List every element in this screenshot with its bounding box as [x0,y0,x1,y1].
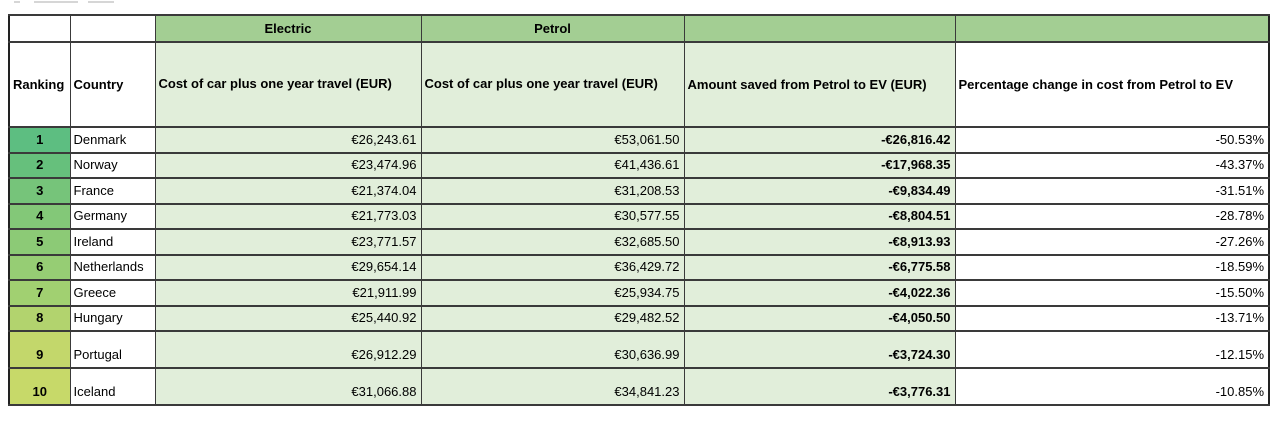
cell-petrol-cost[interactable]: €32,685.50 [420,228,685,256]
cell-electric-cost[interactable]: €26,912.29 [154,330,422,369]
cell-country[interactable]: Netherlands [69,253,156,281]
cell-petrol-cost[interactable]: €25,934.75 [420,279,685,307]
cell-ranking[interactable]: 7 [8,279,71,307]
cell-petrol-cost[interactable]: €34,841.23 [420,367,685,406]
cell-blank-country[interactable] [69,14,156,43]
ev-vs-petrol-cost-table: Electric Petrol Ranking Country Cost of … [8,14,1270,406]
table-row: 2 Norway €23,474.96 €41,436.61 -€17,968.35 -4… [8,151,1270,179]
cell-electric-cost[interactable]: €29,654.14 [154,253,422,281]
cell-country[interactable]: France [69,177,156,205]
cell-ranking[interactable]: 6 [8,253,71,281]
clipped-text-artifact [0,0,200,5]
table-row: 5 Ireland €23,771.57 €32,685.50 -€8,913.93 -2… [8,228,1270,256]
cell-blank-ranking[interactable] [8,14,71,43]
cell-electric-cost[interactable]: €23,474.96 [154,151,422,179]
cell-amount-saved[interactable]: -€3,776.31 [683,367,956,406]
cell-electric-cost[interactable]: €21,773.03 [154,202,422,230]
cell-country[interactable]: Iceland [69,367,156,406]
cell-electric-cost[interactable]: €31,066.88 [154,367,422,406]
cell-electric-cost[interactable]: €23,771.57 [154,228,422,256]
cell-country[interactable]: Denmark [69,126,156,154]
cell-country[interactable]: Germany [69,202,156,230]
table-row: 4 Germany €21,773.03 €30,577.55 -€8,804.51 -2… [8,202,1270,230]
cell-amount-saved[interactable]: -€17,968.35 [683,151,956,179]
cell-pct-change[interactable]: -31.51% [954,177,1270,205]
table-row: 9 Portugal €26,912.29 €30,636.99 -€3,724.30-… [8,330,1270,369]
table-row: 8 Hungary €25,440.92 €29,482.52 -€4,050.50 -1… [8,304,1270,332]
cell-amount-saved[interactable]: -€26,816.42 [683,126,956,154]
cell-petrol-cost[interactable]: €30,636.99 [420,330,685,369]
table-row: 3 France €21,374.04 €31,208.53 -€9,834.49 -31… [8,177,1270,205]
cell-ranking[interactable]: 10 [8,367,71,406]
cell-petrol-cost[interactable]: €53,061.50 [420,126,685,154]
cell-electric-cost[interactable]: €21,374.04 [154,177,422,205]
cell-petrol-cost[interactable]: €30,577.55 [420,202,685,230]
cell-amount-saved[interactable]: -€6,775.58 [683,253,956,281]
cell-electric-cost[interactable]: €25,440.92 [154,304,422,332]
cell-amount-saved[interactable]: -€9,834.49 [683,177,956,205]
table-row: 1 Denmark €26,243.61 €53,061.50 -€26,816.42-… [8,126,1270,154]
group-header-electric[interactable]: Electric [154,14,422,43]
cell-ranking[interactable]: 9 [8,330,71,369]
cell-country[interactable]: Hungary [69,304,156,332]
cell-ranking[interactable]: 5 [8,228,71,256]
cell-amount-saved[interactable]: -€8,804.51 [683,202,956,230]
cell-country[interactable]: Portugal [69,330,156,369]
cell-pct-change[interactable]: -43.37% [954,151,1270,179]
table-body: 1 Denmark €26,243.61 €53,061.50 -€26,816.42-… [8,126,1270,406]
cell-ranking[interactable]: 8 [8,304,71,332]
cell-ranking[interactable]: 2 [8,151,71,179]
column-header-row: Ranking Country Cost of car plus one yea… [8,41,1270,128]
cell-blank-saved[interactable] [683,14,956,43]
cell-pct-change[interactable]: -50.53% [954,126,1270,154]
cell-pct-change[interactable]: -18.59% [954,253,1270,281]
column-header-country[interactable]: Country [69,41,156,128]
cell-petrol-cost[interactable]: €36,429.72 [420,253,685,281]
cell-amount-saved[interactable]: -€4,050.50 [683,304,956,332]
table-row: 6 Netherlands €29,654.14 €36,429.72 -€6,775.… [8,253,1270,281]
cell-ranking[interactable]: 1 [8,126,71,154]
cell-electric-cost[interactable]: €26,243.61 [154,126,422,154]
column-header-ranking[interactable]: Ranking [8,41,71,128]
column-header-electric-cost[interactable]: Cost of car plus one year travel (EUR) [154,41,422,128]
cell-amount-saved[interactable]: -€8,913.93 [683,228,956,256]
cell-amount-saved[interactable]: -€3,724.30 [683,330,956,369]
cell-petrol-cost[interactable]: €31,208.53 [420,177,685,205]
cell-pct-change[interactable]: -13.71% [954,304,1270,332]
cell-petrol-cost[interactable]: €29,482.52 [420,304,685,332]
cell-pct-change[interactable]: -10.85% [954,367,1270,406]
cell-electric-cost[interactable]: €21,911.99 [154,279,422,307]
column-header-amount-saved[interactable]: Amount saved from Petrol to EV (EUR) [683,41,956,128]
cell-petrol-cost[interactable]: €41,436.61 [420,151,685,179]
cell-blank-pct[interactable] [954,14,1270,43]
cell-pct-change[interactable]: -12.15% [954,330,1270,369]
cell-pct-change[interactable]: -15.50% [954,279,1270,307]
column-header-petrol-cost[interactable]: Cost of car plus one year travel (EUR) [420,41,685,128]
table-row: 7 Greece €21,911.99 €25,934.75 -€4,022.36 -15… [8,279,1270,307]
cell-country[interactable]: Ireland [69,228,156,256]
cell-amount-saved[interactable]: -€4,022.36 [683,279,956,307]
cell-country[interactable]: Norway [69,151,156,179]
cell-country[interactable]: Greece [69,279,156,307]
table-header: Electric Petrol Ranking Country Cost of … [8,14,1270,128]
cell-ranking[interactable]: 4 [8,202,71,230]
group-header-row: Electric Petrol [8,14,1270,43]
cell-pct-change[interactable]: -28.78% [954,202,1270,230]
cell-pct-change[interactable]: -27.26% [954,228,1270,256]
column-header-pct-change[interactable]: Percentage change in cost from Petrol to… [954,41,1270,128]
cell-ranking[interactable]: 3 [8,177,71,205]
table-row: 10 Iceland €31,066.88 €34,841.23 -€3,776.31-… [8,367,1270,406]
group-header-petrol[interactable]: Petrol [420,14,685,43]
